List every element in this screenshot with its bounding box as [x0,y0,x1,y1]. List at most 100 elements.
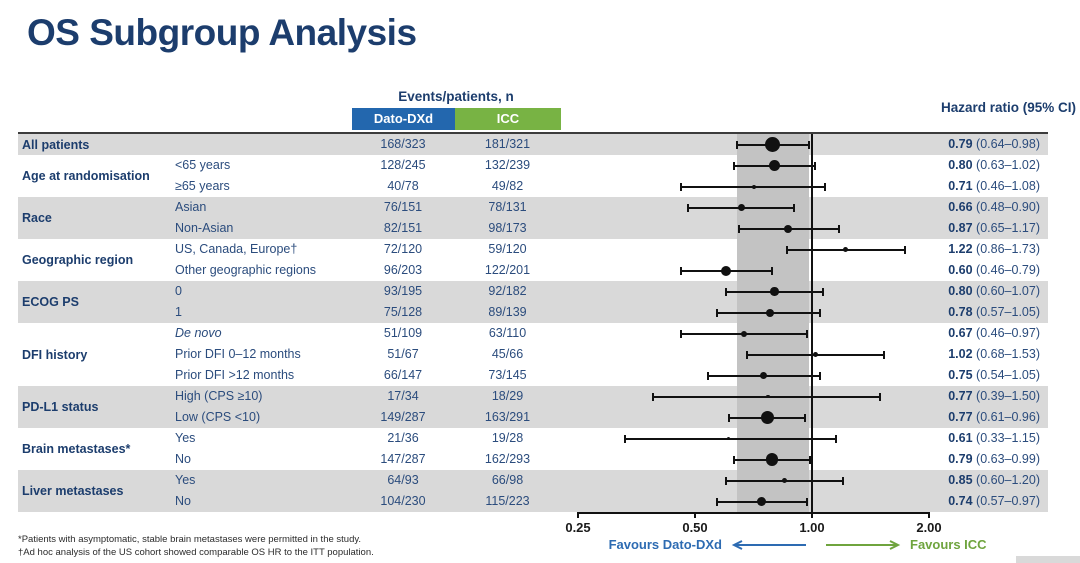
events-icc-value: 163/291 [484,410,531,424]
events-icc-value: 132/239 [484,158,531,172]
corner-decoration [1016,556,1080,563]
subgroup-label: Asian [175,200,207,214]
ci-cap-low [785,245,788,254]
hr-marker [720,265,731,276]
table-row: 168/323 181/321 0.79 (0.64–0.98) [168,134,1048,155]
hr-point-estimate: 0.77 [948,410,973,424]
ci-cap-high [837,224,840,233]
x-axis-line [578,512,929,514]
x-axis-tick [928,512,930,518]
table-top-rule [18,132,1048,134]
events-dato-value: 64/93 [387,473,419,487]
subgroup-group: Liver metastases Yes 64/93 66/98 0.85 (0.60–… [18,470,1048,512]
axis-tick-label: 2.00 [916,520,942,535]
group-label: Age at randomisation [22,169,150,183]
group-rows: De novo 51/109 63/110 0.67 (0.46–0.97) Prior… [168,323,1048,386]
events-dato-value: 17/34 [387,389,419,403]
subgroup-label: No [175,494,191,508]
table-row: Other geographic regions 96/203 122/201 0.6… [168,260,1048,281]
hr-point-estimate: 0.66 [948,200,973,214]
events-icc-value: 18/29 [491,389,524,403]
arrow-left-icon [731,539,806,550]
ci-cap-high [822,287,825,296]
hr-marker [738,204,746,211]
favours-icc-label: Favours ICC [824,537,987,552]
ci-cap-low [679,266,682,275]
hr-marker [759,372,767,379]
hr-confidence-interval: (0.64–0.98) [972,137,1040,151]
hr-point-estimate: 0.80 [948,284,973,298]
hr-confidence-interval: (0.60–1.07) [972,284,1040,298]
ci-cap-high [823,182,826,191]
events-dato-value: 75/128 [383,305,423,319]
subgroup-label: De novo [175,326,222,340]
events-icc-value: 89/139 [488,305,527,319]
hr-confidence-interval: (0.86–1.73) [972,242,1040,256]
hr-confidence-interval: (0.57–1.05) [972,305,1040,319]
hr-marker [843,247,849,252]
ci-cap-low [652,392,655,401]
events-icc-value: 66/98 [491,473,524,487]
x-axis-tick [811,512,813,518]
hr-confidence-interval: (0.65–1.17) [972,221,1040,235]
group-label: Liver metastases [22,484,124,498]
hazard-ratio-value: 0.61 (0.33–1.15) [936,428,1048,449]
table-row: Asian 76/151 78/131 0.66 (0.48–0.90) [168,197,1048,218]
group-rows: 168/323 181/321 0.79 (0.64–0.98) [168,134,1048,155]
table-row: ≥65 years 40/78 49/82 0.71 (0.46–1.08) [168,176,1048,197]
hr-point-estimate: 0.71 [948,179,973,193]
events-dato-value: 51/109 [383,326,423,340]
hazard-ratio-value: 1.22 (0.86–1.73) [936,239,1048,260]
hr-confidence-interval: (0.46–0.79) [972,263,1040,277]
ci-cap-high [807,140,810,149]
hazard-ratio-value: 0.78 (0.57–1.05) [936,302,1048,323]
ci-cap-high [819,308,822,317]
subgroup-label: 0 [175,284,182,298]
hazard-ratio-value: 0.77 (0.61–0.96) [936,407,1048,428]
table-row: Non-Asian 82/151 98/173 0.87 (0.65–1.17) [168,218,1048,239]
events-icc-value: 181/321 [484,137,531,151]
hr-point-estimate: 0.85 [948,473,973,487]
forest-plot: 0.25 0.50 1.00 2.00 [560,134,942,535]
subgroup-group: Geographic region US, Canada, Europe† 72/1… [18,239,1048,281]
ci-cap-high [841,476,844,485]
events-icc-value: 19/28 [491,431,524,445]
subgroup-group: ECOG PS 0 93/195 92/182 0.80 (0.60–1.07) 1 75/… [18,281,1048,323]
axis-tick-label: 1.00 [799,520,825,535]
subgroup-label: US, Canada, Europe† [175,242,298,256]
arrow-right-icon [826,539,901,550]
hazard-ratio-value: 0.75 (0.54–1.05) [936,365,1048,386]
subgroup-label: Yes [175,473,196,487]
axis-tick-label: 0.50 [682,520,708,535]
group-label: PD-L1 status [22,400,99,414]
hr-marker [784,224,793,233]
ci-cap-high [879,392,882,401]
hr-point-estimate: 1.22 [948,242,973,256]
hr-marker [741,330,748,337]
events-dato-value: 128/245 [380,158,426,172]
hr-point-estimate: 0.87 [948,221,973,235]
ci-cap-high [804,413,807,422]
ci-cap-high [819,371,822,380]
hr-marker [756,497,766,506]
subgroup-label: Low (CPS <10) [175,410,261,424]
subgroup-group: Age at randomisation <65 years 128/245 132/… [18,155,1048,197]
hazard-ratio-value: 0.85 (0.60–1.20) [936,470,1048,491]
events-icc-value: 78/131 [488,200,527,214]
ci-cap-high [805,497,808,506]
overall-ci-band [736,134,809,512]
hr-point-estimate: 0.78 [948,305,973,319]
table-row: US, Canada, Europe† 72/120 59/120 1.22 (0.8… [168,239,1048,260]
axis-tick-label: 0.25 [565,520,591,535]
hr-point-estimate: 1.02 [948,347,973,361]
group-label: All patients [22,137,90,152]
subgroup-label: Non-Asian [175,221,234,235]
subgroup-label: Other geographic regions [175,263,317,277]
hr-point-estimate: 0.67 [948,326,973,340]
hazard-ratio-value: 0.80 (0.63–1.02) [936,155,1048,176]
hr-point-estimate: 0.60 [948,263,973,277]
group-label: DFI history [22,347,88,362]
hr-point-estimate: 0.80 [948,158,973,172]
hr-point-estimate: 0.74 [948,494,973,508]
events-dato-value: 40/78 [387,179,419,193]
